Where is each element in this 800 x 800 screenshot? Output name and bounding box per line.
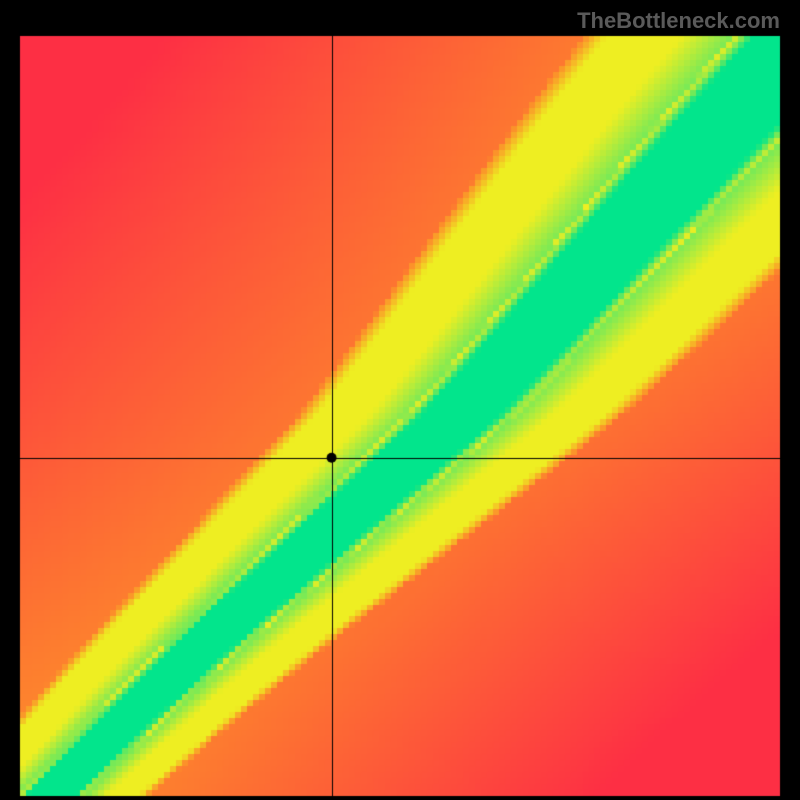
bottleneck-heatmap-canvas — [0, 0, 800, 800]
watermark-text: TheBottleneck.com — [577, 8, 780, 34]
bottleneck-heatmap-container: TheBottleneck.com — [0, 0, 800, 800]
